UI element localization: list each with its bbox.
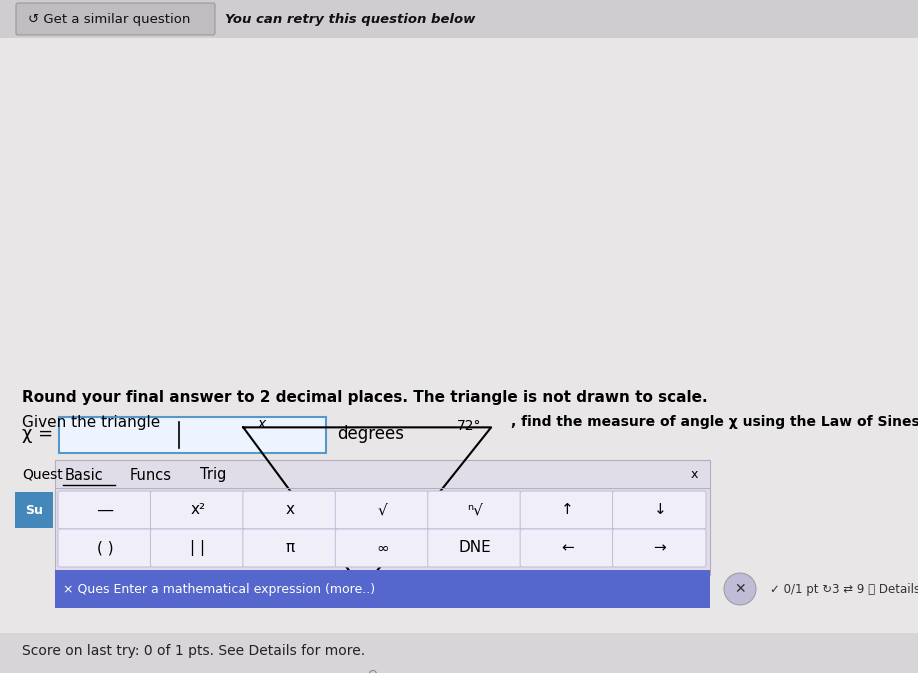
Text: Quest: Quest — [22, 468, 62, 482]
Text: ↓: ↓ — [654, 503, 666, 518]
Bar — [55, 570, 710, 608]
Text: Given the triangle: Given the triangle — [22, 415, 161, 430]
Text: x: x — [690, 468, 698, 481]
FancyBboxPatch shape — [58, 491, 151, 529]
FancyBboxPatch shape — [521, 491, 613, 529]
FancyBboxPatch shape — [521, 529, 613, 567]
Text: ✓ 0/1 pt ↻3 ⇄ 9 ⓘ Details: ✓ 0/1 pt ↻3 ⇄ 9 ⓘ Details — [770, 583, 918, 596]
Text: You can retry this question below: You can retry this question below — [225, 13, 476, 26]
Bar — [0, 633, 918, 673]
Text: Basic: Basic — [65, 468, 104, 483]
FancyBboxPatch shape — [151, 529, 244, 567]
Text: Trig: Trig — [200, 468, 227, 483]
FancyBboxPatch shape — [59, 417, 326, 453]
Text: Q: Q — [368, 669, 377, 673]
FancyBboxPatch shape — [428, 529, 521, 567]
Bar — [0, 38, 918, 633]
Text: Su: Su — [25, 503, 43, 516]
FancyBboxPatch shape — [612, 491, 706, 529]
FancyBboxPatch shape — [15, 492, 53, 528]
Text: Score on last try: 0 of 1 pts. See Details for more.: Score on last try: 0 of 1 pts. See Detai… — [22, 644, 365, 658]
Text: χ =: χ = — [22, 425, 53, 443]
FancyBboxPatch shape — [612, 529, 706, 567]
FancyBboxPatch shape — [335, 529, 429, 567]
Text: ←: ← — [561, 540, 574, 555]
Text: 20: 20 — [275, 501, 295, 516]
Text: ―: ― — [97, 503, 113, 518]
Text: × Ques Enter a mathematical expression (more..): × Ques Enter a mathematical expression (… — [63, 583, 375, 596]
Text: DNE: DNE — [459, 540, 491, 555]
Text: ( ): ( ) — [97, 540, 114, 555]
Text: x: x — [257, 417, 265, 431]
FancyBboxPatch shape — [151, 491, 244, 529]
Text: ⁿ√: ⁿ√ — [467, 503, 483, 518]
FancyBboxPatch shape — [243, 491, 336, 529]
Text: x²: x² — [190, 503, 206, 518]
FancyBboxPatch shape — [58, 529, 151, 567]
Text: ∞: ∞ — [376, 540, 389, 555]
Text: ↺ Get a similar question: ↺ Get a similar question — [28, 13, 190, 26]
Text: , find the measure of angle χ using the Law of Sines.: , find the measure of angle χ using the … — [511, 415, 918, 429]
Text: degrees: degrees — [337, 425, 404, 443]
Text: →: → — [654, 540, 666, 555]
FancyBboxPatch shape — [428, 491, 521, 529]
Text: ✕: ✕ — [734, 582, 745, 596]
Text: x: x — [285, 503, 295, 518]
FancyBboxPatch shape — [16, 3, 215, 35]
Circle shape — [724, 573, 756, 605]
Text: Round your final answer to 2 decimal places. The triangle is not drawn to scale.: Round your final answer to 2 decimal pla… — [22, 390, 708, 405]
Text: 72°: 72° — [456, 419, 481, 433]
Bar — [0, 0, 918, 38]
Text: √: √ — [377, 503, 387, 518]
FancyBboxPatch shape — [335, 491, 429, 529]
FancyBboxPatch shape — [55, 460, 710, 575]
Text: ↑: ↑ — [561, 503, 574, 518]
FancyBboxPatch shape — [243, 529, 336, 567]
Text: Funcs: Funcs — [130, 468, 172, 483]
Text: π: π — [285, 540, 295, 555]
Text: | |: | | — [190, 540, 206, 556]
Text: 10: 10 — [437, 501, 456, 516]
